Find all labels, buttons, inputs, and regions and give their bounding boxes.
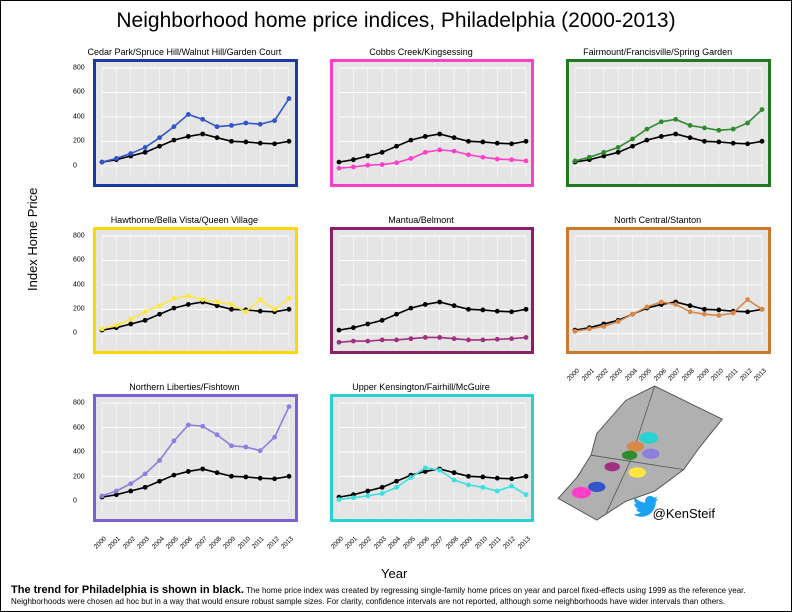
- xtick-label: 2008: [445, 535, 460, 550]
- x-axis-label: Year: [381, 566, 407, 581]
- chart-panel: Fairmount/Francisville/Spring Garden: [544, 45, 771, 205]
- chart-panel: North Central/Stanton2000200120022003200…: [544, 213, 771, 373]
- panel-plot-area: [330, 227, 535, 355]
- xtick-label: 2007: [430, 535, 445, 550]
- chart-panel: Upper Kensington/Fairhill/McGuire2000200…: [308, 380, 535, 540]
- xtick-label: 2013: [280, 535, 295, 550]
- chart-panel: Cedar Park/Spruce Hill/Walnut Hill/Garde…: [71, 45, 298, 205]
- panel-plot-area: [93, 227, 298, 355]
- xtick-label: 2000: [93, 535, 108, 550]
- y-axis-label: Index Home Price: [25, 188, 40, 291]
- xtick-label: 2013: [516, 535, 531, 550]
- ytick-label: 200: [73, 138, 85, 145]
- ytick-label: 800: [73, 232, 85, 239]
- xtick-label: 2012: [502, 535, 517, 550]
- panel-title: Fairmount/Francisville/Spring Garden: [544, 45, 771, 59]
- chart-panel: Mantua/Belmont: [308, 213, 535, 373]
- ytick-label: 400: [73, 449, 85, 456]
- xtick-label: 2003: [136, 535, 151, 550]
- ytick-label: 0: [73, 162, 77, 169]
- xtick-label: 2010: [473, 535, 488, 550]
- chart-panel: Hawthorne/Bella Vista/Queen Village 0 200 4…: [71, 213, 298, 373]
- panel-title: Northern Liberties/Fishtown: [71, 380, 298, 394]
- ytick-label: 800: [73, 65, 85, 72]
- panel-plot-area: [330, 59, 535, 187]
- panel-title: Cedar Park/Spruce Hill/Walnut Hill/Garde…: [71, 45, 298, 59]
- ytick-label: 400: [73, 281, 85, 288]
- xtick-label: 2001: [344, 535, 359, 550]
- panel-title: Upper Kensington/Fairhill/McGuire: [308, 380, 535, 394]
- xtick-label: 2004: [150, 535, 165, 550]
- xtick-label: 2000: [329, 535, 344, 550]
- ytick-label: 600: [73, 257, 85, 264]
- xtick-label: 2009: [459, 535, 474, 550]
- xtick-label: 2012: [265, 535, 280, 550]
- panel-plot-area: [93, 394, 298, 522]
- xtick-label: 2002: [122, 535, 137, 550]
- ytick-label: 600: [73, 89, 85, 96]
- footer-bold: The trend for Philadelphia is shown in b…: [11, 584, 244, 596]
- ytick-label: 200: [73, 473, 85, 480]
- xtick-label: 2011: [251, 536, 266, 551]
- xtick-label: 2006: [179, 535, 194, 550]
- ytick-label: 400: [73, 113, 85, 120]
- footer-line2: Neighborhoods were chosen ad hoc but in …: [11, 597, 725, 606]
- panel-title: Cobbs Creek/Kingsessing: [308, 45, 535, 59]
- panel-plot-area: [566, 227, 771, 355]
- page-title: Neighborhood home price indices, Philade…: [1, 1, 791, 37]
- panel-title: Mantua/Belmont: [308, 213, 535, 227]
- xtick-label: 2007: [194, 535, 209, 550]
- ytick-label: 0: [73, 330, 77, 337]
- chart-grid: Cedar Park/Spruce Hill/Walnut Hill/Garde…: [71, 45, 771, 540]
- xtick-label: 2004: [387, 535, 402, 550]
- panel-plot-area: [566, 59, 771, 187]
- panel-title: North Central/Stanton: [544, 213, 771, 227]
- xtick-label: 2005: [401, 535, 416, 550]
- xtick-label: 2005: [165, 535, 180, 550]
- chart-panel: Northern Liberties/Fishtown 0 200 400 600 800…: [71, 380, 298, 540]
- panel-title: Hawthorne/Bella Vista/Queen Village: [71, 213, 298, 227]
- ytick-label: 600: [73, 424, 85, 431]
- ytick-label: 200: [73, 305, 85, 312]
- footer-rest: The home price index was created by regr…: [244, 586, 746, 595]
- xtick-label: 2009: [222, 535, 237, 550]
- xtick-label: 2010: [237, 535, 252, 550]
- credit-handle: @KenSteif: [653, 506, 715, 521]
- xtick-label: 2006: [416, 535, 431, 550]
- panel-plot-area: [93, 59, 298, 187]
- ytick-label: 0: [73, 498, 77, 505]
- xtick-label: 2002: [358, 535, 373, 550]
- xtick-label: 2008: [208, 535, 223, 550]
- ytick-label: 800: [73, 400, 85, 407]
- panel-plot-area: [330, 394, 535, 522]
- xtick-label: 2003: [373, 535, 388, 550]
- chart-panel: Cobbs Creek/Kingsessing: [308, 45, 535, 205]
- xtick-label: 2011: [488, 536, 503, 551]
- xtick-label: 2001: [107, 535, 122, 550]
- footer-caption: The trend for Philadelphia is shown in b…: [11, 584, 781, 607]
